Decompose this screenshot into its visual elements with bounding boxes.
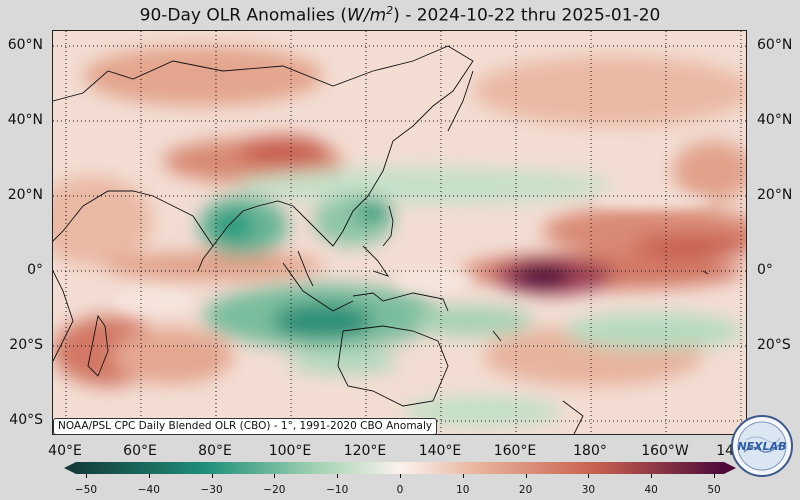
map-title: 90-Day OLR Anomalies (W/m2) - 2024-10-22… — [139, 4, 661, 26]
colorbar-tick-label: −40 — [137, 484, 160, 496]
lat-label-left: 20°N — [7, 187, 43, 203]
colorbar-min-extend — [64, 462, 76, 474]
lon-label: 120°E — [343, 443, 387, 459]
lat-label-right: 40°N — [757, 112, 793, 128]
colorbar-tick-mark — [462, 474, 464, 478]
anomaly-field — [53, 31, 746, 434]
colorbar-tick-mark — [400, 474, 401, 478]
colorbar-tick-mark — [148, 474, 150, 478]
colorbar-tick-mark — [525, 474, 527, 478]
colorbar-tick-mark — [337, 474, 339, 478]
colorbar-tick-label: −10 — [326, 484, 349, 496]
colorbar-tick-mark — [651, 474, 653, 478]
data-credit: NOAA/PSL CPC Daily Blended OLR (CBO) - 1… — [53, 418, 438, 435]
colorbar-tick-label: −20 — [263, 484, 286, 496]
colorbar-gradient — [76, 462, 724, 474]
lon-label: 40°E — [48, 443, 82, 459]
colorbar-tick-mark — [86, 474, 87, 478]
colorbar-tick-mark — [274, 474, 276, 478]
colorbar-tick-label: 20 — [518, 484, 533, 496]
colorbar-tick-label: 10 — [456, 484, 470, 496]
colorbar-tick-label: 40 — [644, 484, 658, 496]
lon-label: 140°E — [418, 443, 462, 459]
lat-label-left: 20°S — [9, 337, 43, 353]
lat-label-right: 0° — [757, 262, 773, 278]
colorbar-tick-label: −50 — [74, 484, 98, 496]
colorbar-tick-label: 30 — [581, 484, 596, 496]
lat-label-right: 20°S — [757, 337, 791, 353]
lon-label: 160°E — [493, 443, 537, 459]
colorbar-tick-label: −30 — [200, 484, 223, 496]
colorbar-max-extend — [724, 462, 736, 474]
lat-label-left: 60°N — [7, 37, 43, 53]
colorbar-tick-label: 50 — [707, 484, 721, 496]
colorbar-tick-mark — [211, 474, 213, 478]
lon-label: 60°E — [123, 443, 157, 459]
olr-anomaly-map — [52, 30, 747, 435]
lon-label: 180° — [573, 443, 607, 459]
lat-label-right: 20°N — [757, 187, 793, 203]
colorbar-tick-label: 0 — [396, 484, 404, 496]
lon-label: 160°W — [641, 443, 689, 459]
coastlines — [53, 45, 709, 434]
lon-label: 80°E — [198, 443, 232, 459]
lat-label-left: 40°S — [9, 412, 43, 428]
colorbar-tick-mark — [588, 474, 590, 478]
lat-label-left: 40°N — [7, 112, 43, 128]
colorbar — [64, 462, 736, 474]
nexlab-globe-logo: NEXLAB — [731, 415, 793, 477]
colorbar-tick-mark — [714, 474, 715, 478]
lon-label: 100°E — [268, 443, 312, 459]
lat-label-left: 0° — [27, 262, 43, 278]
logo-text: NEXLAB — [737, 440, 786, 453]
lat-label-right: 60°N — [757, 37, 793, 53]
